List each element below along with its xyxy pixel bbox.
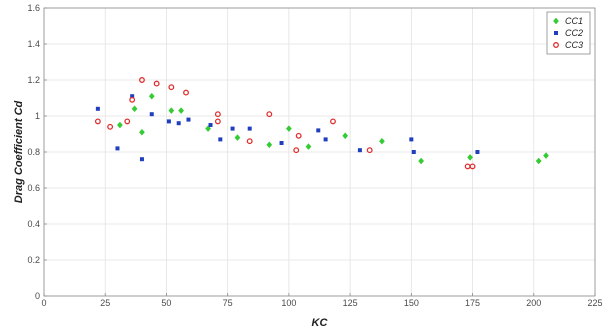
y-tick-label: 1.2 (27, 75, 40, 85)
y-tick-label: 1.6 (27, 3, 40, 13)
data-point (214, 111, 221, 118)
legend-marker (553, 42, 559, 48)
series-cc2 (95, 94, 480, 162)
data-point (266, 111, 273, 118)
data-point (168, 84, 175, 91)
data-point (148, 92, 155, 100)
data-point (266, 141, 273, 149)
x-tick-label: 100 (281, 298, 296, 308)
legend-item-cc2: CC2 (554, 28, 583, 38)
legend-marker (553, 17, 559, 25)
y-axis-label: Drag Coefficient Cd (13, 100, 25, 203)
y-axis-ticks: 0 0.2 0.4 0.6 0.8 1 1.2 1.4 1.6 (27, 3, 47, 301)
data-point (469, 163, 476, 170)
data-point (124, 118, 131, 125)
data-point (168, 107, 175, 114)
data-point (409, 137, 414, 142)
x-tick-label: 200 (526, 298, 541, 308)
x-tick-label: 50 (161, 298, 171, 308)
data-point (183, 89, 189, 96)
data-point (234, 134, 241, 141)
data-point (149, 112, 154, 117)
legend-label: CC2 (565, 28, 583, 38)
data-point (293, 147, 300, 154)
data-point (230, 126, 235, 131)
data-point (131, 105, 138, 113)
data-point (246, 138, 253, 145)
data-point (116, 121, 123, 129)
series-cc3 (94, 77, 476, 170)
data-point (176, 121, 181, 126)
data-point (330, 118, 336, 125)
data-points (94, 77, 549, 170)
data-point (153, 80, 160, 87)
y-tick-label: 1 (35, 111, 40, 121)
legend-label: CC1 (565, 16, 583, 26)
data-point (178, 107, 185, 114)
legend-marker (554, 31, 558, 35)
legend: CC1 CC2 CC3 (546, 11, 591, 55)
data-point (467, 154, 474, 161)
data-point (285, 125, 292, 132)
series-cc1 (116, 92, 549, 165)
data-point (366, 147, 373, 154)
x-tick-label: 225 (587, 298, 602, 308)
data-point (205, 125, 212, 132)
data-point (107, 123, 114, 130)
data-point (95, 106, 100, 111)
data-point (357, 148, 362, 153)
data-point (129, 96, 136, 103)
data-point (418, 157, 425, 165)
legend-item-cc3: CC3 (553, 40, 583, 50)
x-tick-label: 125 (343, 298, 358, 308)
data-point (323, 137, 328, 142)
x-tick-label: 175 (465, 298, 480, 308)
x-axis-ticks: 0 25 50 75 100 125 150 175 200 225 (41, 293, 603, 308)
data-point (342, 132, 349, 140)
data-point (316, 128, 321, 133)
data-point (475, 150, 480, 154)
y-tick-label: 0.2 (27, 255, 40, 265)
data-point (535, 157, 542, 165)
x-tick-label: 150 (404, 298, 419, 308)
data-point (247, 126, 252, 131)
data-point (94, 118, 101, 125)
data-point (208, 123, 213, 127)
y-tick-label: 0.8 (27, 147, 40, 157)
x-tick-label: 75 (223, 298, 233, 308)
data-point (115, 146, 120, 151)
y-tick-label: 0.4 (27, 219, 40, 229)
data-point (139, 157, 144, 162)
legend-label: CC3 (565, 40, 583, 50)
y-tick-label: 0.6 (27, 183, 40, 193)
data-point (139, 128, 145, 136)
data-point (214, 118, 221, 125)
x-tick-label: 25 (100, 298, 110, 308)
data-point (279, 141, 284, 145)
data-point (305, 143, 312, 150)
data-point (130, 94, 135, 99)
data-point (139, 77, 145, 83)
x-tick-label: 0 (41, 298, 46, 308)
y-tick-label: 0 (35, 291, 40, 301)
legend-item-cc1: CC1 (553, 16, 583, 26)
data-point (411, 150, 416, 154)
data-point (379, 137, 385, 145)
y-tick-label: 1.4 (27, 39, 40, 49)
data-point (166, 119, 171, 124)
x-axis-label: KC (312, 317, 329, 329)
data-point (295, 132, 302, 139)
data-point (218, 137, 223, 142)
data-point (186, 117, 191, 122)
data-point (543, 152, 549, 159)
